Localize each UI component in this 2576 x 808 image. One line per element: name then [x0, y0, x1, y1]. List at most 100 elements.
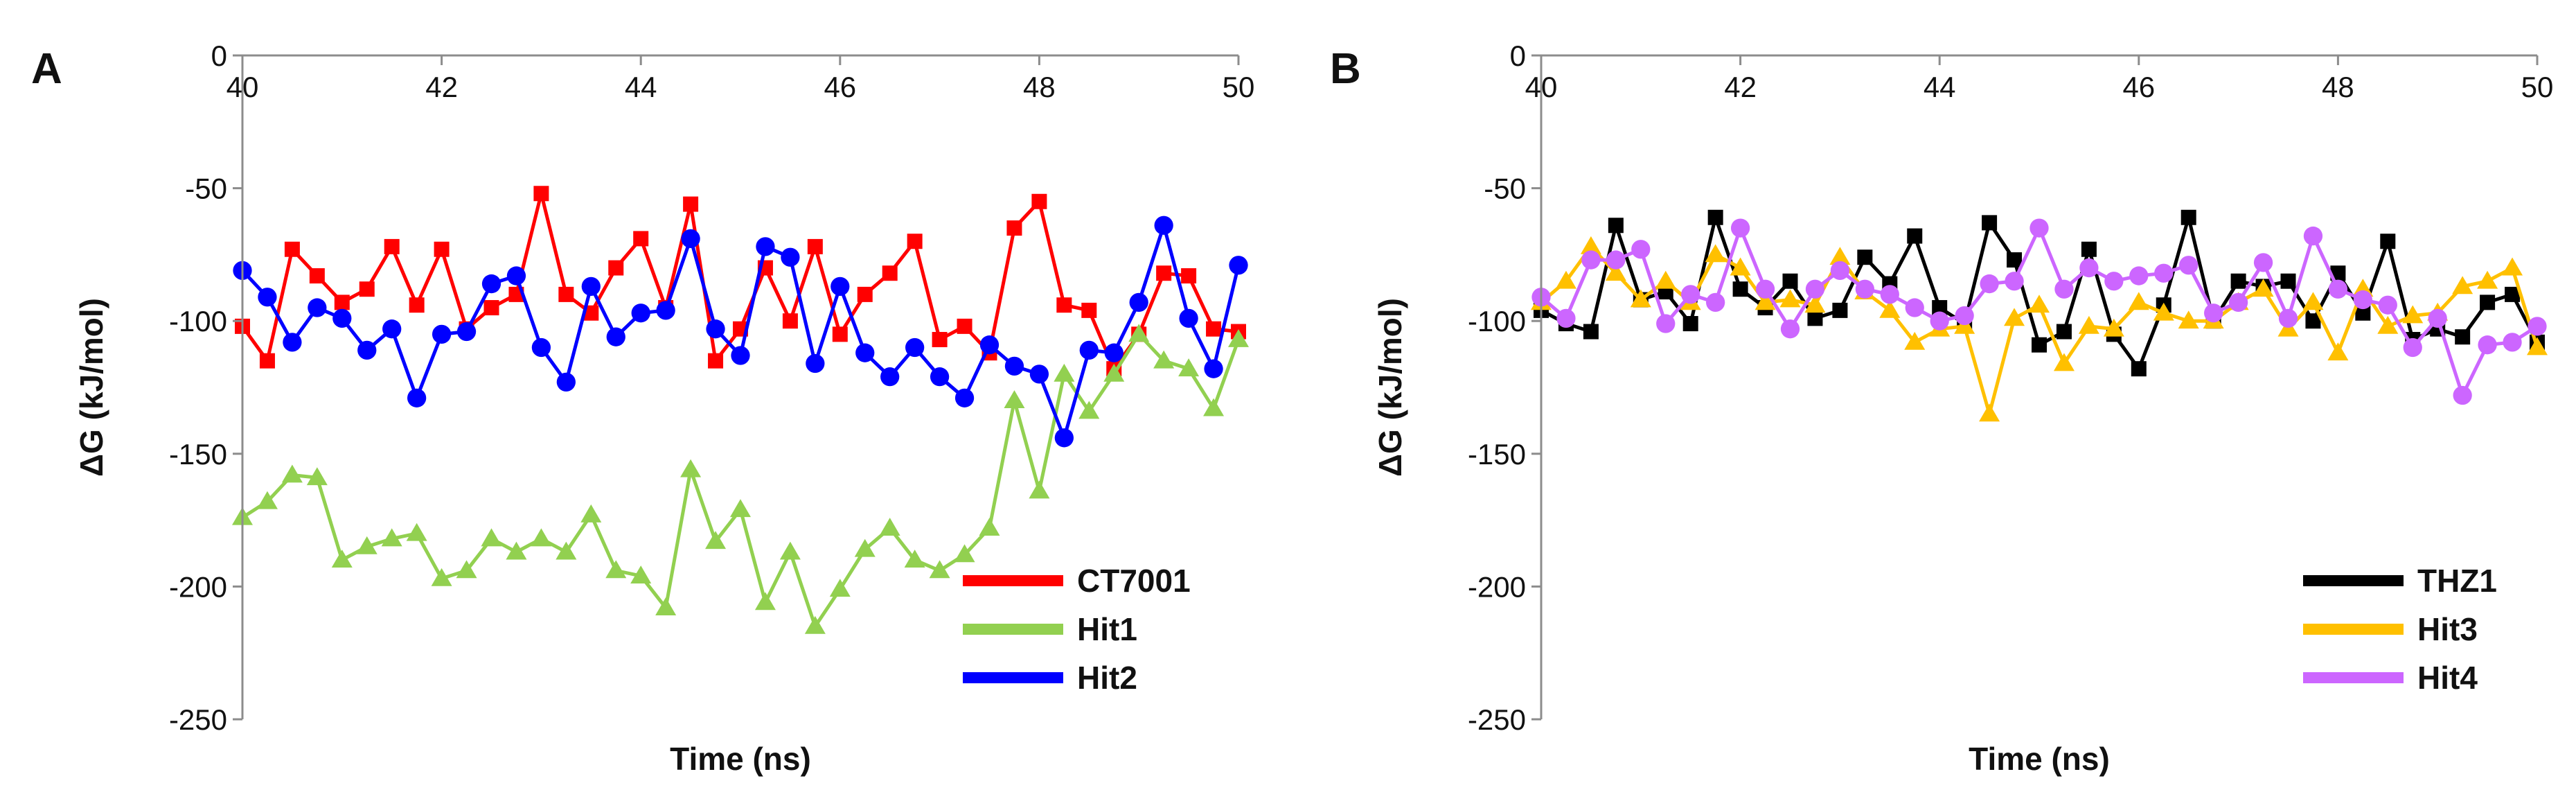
data-point	[2078, 315, 2099, 334]
data-point	[880, 367, 900, 387]
data-point	[705, 531, 727, 550]
data-point	[357, 340, 377, 360]
data-point	[804, 615, 826, 634]
data-point	[1857, 249, 1873, 265]
data-point	[2303, 226, 2323, 246]
data-point	[1979, 403, 2000, 422]
data-point	[608, 260, 624, 276]
data-point	[409, 297, 425, 313]
y-tick-label: 0	[1510, 39, 1526, 72]
data-point	[2005, 272, 2024, 291]
data-point	[1855, 279, 1874, 299]
data-point	[1782, 273, 1798, 289]
y-tick-label: -50	[185, 173, 227, 205]
data-point	[855, 343, 875, 362]
data-point	[2453, 385, 2472, 405]
data-point	[882, 265, 898, 281]
y-tick-label: 0	[211, 39, 227, 72]
data-point	[1156, 265, 1172, 281]
data-point	[1605, 263, 1626, 281]
data-point	[2302, 292, 2324, 310]
data-point	[1932, 300, 1948, 316]
legend-label: CT7001	[1077, 563, 1191, 599]
y-tick-labels: 0 -50 -100 -150 -200 -250	[169, 39, 242, 736]
data-point	[1006, 220, 1022, 236]
data-point	[2204, 304, 2223, 323]
data-point	[904, 550, 925, 568]
x-tick-label: 40	[1525, 71, 1558, 103]
data-point	[1880, 285, 1899, 304]
data-point	[1054, 428, 1074, 448]
data-point	[1730, 257, 1751, 276]
data-point	[1179, 308, 1198, 328]
legend-label: Hit1	[1077, 611, 1137, 647]
x-tick-label: 50	[2521, 71, 2554, 103]
data-point	[356, 536, 377, 554]
data-point	[907, 234, 923, 249]
data-point	[1707, 209, 1723, 225]
data-point	[782, 313, 798, 329]
data-point	[506, 541, 527, 560]
x-tick-label: 42	[425, 71, 458, 103]
data-point	[957, 318, 972, 334]
data-point	[605, 560, 627, 579]
series-hit1	[231, 324, 1250, 634]
data-point	[1079, 340, 1099, 360]
data-point	[731, 346, 750, 365]
data-point	[979, 335, 1000, 355]
data-point	[456, 322, 477, 342]
data-point	[879, 518, 900, 536]
legend-item-hit3: Hit3	[2303, 611, 2478, 647]
data-point	[2452, 276, 2473, 295]
data-point	[1154, 216, 1173, 235]
data-point	[407, 388, 427, 407]
data-point	[1982, 215, 1998, 231]
legend-item-ct7001: CT7001	[963, 563, 1191, 599]
data-point	[2328, 279, 2348, 299]
data-point	[556, 541, 577, 560]
data-point	[2104, 272, 2124, 291]
data-point	[1555, 270, 1576, 289]
data-point	[481, 274, 501, 294]
data-point	[2480, 295, 2496, 310]
panel-a: A 0 -50 -100 -150 -200 -250 40 42 44 46 48 50 Time…	[31, 39, 1254, 777]
data-point	[1830, 261, 1850, 281]
data-point	[708, 353, 724, 369]
data-point	[1181, 268, 1197, 284]
data-point	[580, 504, 602, 522]
data-point	[2305, 313, 2321, 329]
data-point	[1706, 292, 1725, 313]
data-point	[308, 298, 327, 317]
data-point	[432, 324, 452, 344]
data-point	[334, 295, 350, 310]
data-point	[1807, 310, 1823, 326]
data-point	[359, 281, 375, 297]
y-tick-label: -200	[1468, 570, 1526, 603]
y-tick-label: -150	[1468, 438, 1526, 471]
data-point	[830, 276, 850, 297]
data-point	[258, 288, 277, 307]
data-point	[806, 353, 825, 374]
data-point	[2029, 218, 2049, 238]
data-point	[2128, 292, 2149, 310]
data-point	[2505, 286, 2521, 302]
data-point	[2053, 353, 2075, 371]
data-point	[2153, 302, 2174, 321]
data-point	[331, 550, 353, 568]
data-point	[954, 544, 975, 563]
data-point	[1227, 329, 1250, 347]
data-point	[1656, 314, 1676, 333]
data-point	[256, 491, 278, 509]
data-point	[655, 597, 677, 615]
data-point	[431, 568, 452, 586]
data-point	[954, 388, 975, 407]
data-point	[2179, 256, 2199, 275]
data-point	[1608, 218, 1624, 234]
data-point	[2478, 335, 2497, 355]
data-point	[259, 353, 275, 369]
data-point	[1203, 398, 1225, 416]
data-point	[1206, 321, 1222, 337]
data-point	[1980, 274, 1999, 294]
data-point	[1581, 250, 1601, 270]
data-point	[1681, 285, 1700, 304]
